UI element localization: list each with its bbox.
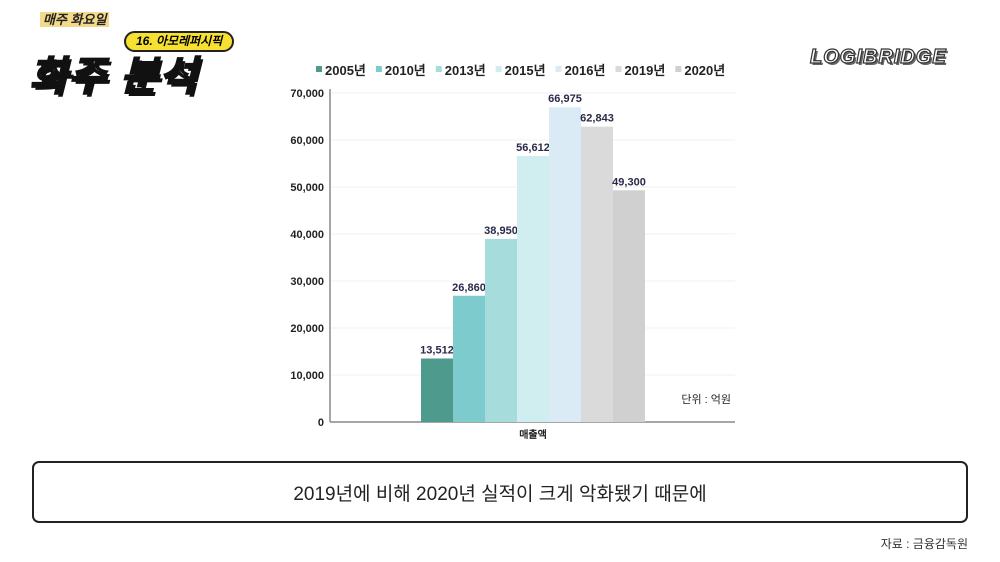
legend-swatch xyxy=(555,66,562,72)
y-tick-label: 20,000 xyxy=(290,323,324,335)
legend-swatch xyxy=(675,66,682,72)
caption-text: 2019년에 비해 2020년 실적이 크게 악화됐기 때문에 xyxy=(293,483,707,505)
y-tick-label: 10,000 xyxy=(290,370,324,382)
show-logo: 매주 화요일 16. 아모레퍼시픽 화주 분석 xyxy=(28,10,238,105)
bar-2015년 xyxy=(517,155,549,423)
data-label: 13,512 xyxy=(420,344,454,356)
bar-2005년 xyxy=(421,358,453,422)
y-tick-label: 40,000 xyxy=(290,229,324,241)
brand-logo: LOGIBRIDGE xyxy=(809,45,947,68)
legend-swatch xyxy=(316,66,322,72)
data-label: 26,860 xyxy=(452,282,486,294)
source-note: 자료 : 금융감독원 xyxy=(880,537,968,551)
data-label: 62,843 xyxy=(580,113,614,125)
y-tick-label: 60,000 xyxy=(290,135,324,147)
data-label: 49,300 xyxy=(612,176,646,188)
legend-swatch xyxy=(375,66,382,72)
series-label: 매주 화요일 xyxy=(40,12,110,27)
x-category-label: 매출액 xyxy=(519,428,547,441)
data-label: 38,950 xyxy=(484,225,518,237)
data-label: 66,975 xyxy=(548,93,582,105)
y-tick-label: 50,000 xyxy=(290,182,324,194)
legend-item: 2019년 xyxy=(624,63,665,78)
legend-item: 2013년 xyxy=(445,63,486,78)
y-tick-label: 0 xyxy=(318,417,324,429)
y-tick-label: 70,000 xyxy=(290,88,324,100)
legend-item: 2016년 xyxy=(565,63,606,78)
show-title: 화주 분석 xyxy=(29,55,199,99)
legend-item: 2020년 xyxy=(684,63,725,78)
legend-item: 2015년 xyxy=(505,63,546,78)
legend-item: 2010년 xyxy=(385,63,426,78)
bar-2020년 xyxy=(613,190,645,422)
bar-2010년 xyxy=(453,295,485,422)
legend-swatch xyxy=(435,66,442,72)
legend-item: 2005년 xyxy=(325,63,366,78)
caption-box: 2019년에 비해 2020년 실적이 크게 악화됐기 때문에 xyxy=(32,461,968,523)
bar-2016년 xyxy=(549,107,581,422)
y-tick-label: 30,000 xyxy=(290,276,324,288)
legend-swatch xyxy=(615,66,622,72)
data-label: 56,612 xyxy=(516,142,550,154)
unit-note: 단위 : 억원 xyxy=(681,393,731,406)
bar-chart: 0 10,000 20,000 30,000 40,000 50,000 60,000 70,… xyxy=(290,63,735,441)
episode-badge: 16. 아모레퍼시픽 xyxy=(124,31,235,52)
bar-2019년 xyxy=(581,126,613,422)
bar-2013년 xyxy=(485,238,517,422)
legend-swatch xyxy=(495,66,502,72)
